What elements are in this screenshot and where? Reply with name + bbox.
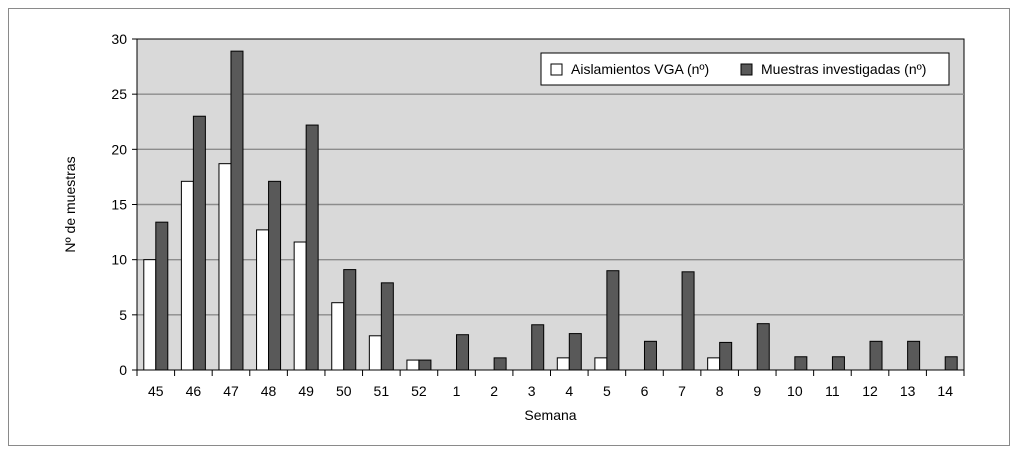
x-tick-label: 49 <box>298 383 314 399</box>
x-axis-label: Semana <box>524 407 576 423</box>
x-tick-label: 6 <box>641 383 649 399</box>
x-tick-label: 47 <box>223 383 239 399</box>
x-tick-label: 8 <box>716 383 724 399</box>
y-tick-label: 15 <box>111 197 127 213</box>
x-tick-label: 9 <box>753 383 761 399</box>
bar-aislamientos <box>143 259 157 371</box>
bar-aislamientos <box>406 359 420 371</box>
bar-muestras <box>343 269 357 371</box>
y-ticks: 0 5 10 15 20 25 30 <box>111 31 137 378</box>
x-tick-label: 1 <box>453 383 461 399</box>
bar-muestras <box>230 50 244 371</box>
bar-muestras <box>643 340 657 371</box>
y-tick-label: 20 <box>111 141 127 157</box>
bar-muestras <box>606 270 620 371</box>
x-tick-label: 48 <box>261 383 277 399</box>
bar-muestras <box>719 341 733 371</box>
y-tick-label: 25 <box>111 86 127 102</box>
x-tick-label: 52 <box>411 383 427 399</box>
bar-aislamientos <box>707 357 721 371</box>
bar-muestras <box>869 340 883 371</box>
x-tick-label: 2 <box>490 383 498 399</box>
bar-muestras <box>568 333 582 371</box>
y-tick-label: 5 <box>119 307 127 323</box>
bar-muestras <box>944 356 958 371</box>
bar-muestras <box>192 115 206 371</box>
legend-label-muestras: Muestras investigadas (nº) <box>761 61 926 77</box>
x-tick-label: 13 <box>900 383 916 399</box>
x-tick-label: 14 <box>937 383 953 399</box>
legend-swatch-muestras <box>740 63 753 76</box>
bar-muestras <box>155 221 169 371</box>
bar-muestras <box>456 334 470 371</box>
bars <box>143 50 958 371</box>
bar-aislamientos <box>331 302 345 371</box>
bar-muestras <box>305 124 319 371</box>
x-ticks: 45 46 47 48 49 50 51 52 1 2 3 4 5 6 7 8 9 10 11 12 13 14 <box>136 370 965 399</box>
bar-muestras <box>268 180 282 371</box>
bar-muestras <box>831 356 845 371</box>
bar-muestras <box>681 271 695 371</box>
x-tick-label: 46 <box>186 383 202 399</box>
bar-muestras <box>531 324 545 371</box>
x-tick-label: 3 <box>528 383 536 399</box>
bar-muestras <box>418 359 432 371</box>
bar-aislamientos <box>594 357 608 371</box>
bar-muestras <box>756 323 770 371</box>
bar-aislamientos <box>556 357 570 371</box>
x-tick-label: 5 <box>603 383 611 399</box>
y-tick-label: 0 <box>119 362 127 378</box>
bar-muestras <box>493 357 507 371</box>
bar-aislamientos <box>368 335 382 371</box>
bar-aislamientos <box>256 229 270 371</box>
x-tick-label: 4 <box>565 383 573 399</box>
bar-aislamientos <box>293 241 307 371</box>
chart-frame: 0 5 10 15 20 25 30 45 46 47 48 49 50 51 52 1 2 3 4 5 6 7 8 9 10… <box>8 8 1010 446</box>
x-tick-label: 10 <box>787 383 803 399</box>
bar-muestras <box>907 340 921 371</box>
bar-muestras <box>794 356 808 371</box>
x-tick-label: 12 <box>862 383 878 399</box>
bar-muestras <box>380 282 394 371</box>
y-tick-label: 30 <box>111 31 127 47</box>
x-tick-label: 50 <box>336 383 352 399</box>
legend: Aislamientos VGA (nº) Muestras investiga… <box>540 52 950 86</box>
x-tick-label: 51 <box>374 383 390 399</box>
legend-swatch-aislamientos <box>550 63 563 76</box>
y-tick-label: 10 <box>111 252 127 268</box>
bar-aislamientos <box>180 180 194 371</box>
x-tick-label: 45 <box>148 383 164 399</box>
bar-aislamientos <box>218 163 232 371</box>
legend-label-aislamientos: Aislamientos VGA (nº) <box>571 61 709 77</box>
x-tick-label: 11 <box>825 383 840 399</box>
x-tick-label: 7 <box>678 383 686 399</box>
y-axis-label: Nº de muestras <box>62 156 78 252</box>
